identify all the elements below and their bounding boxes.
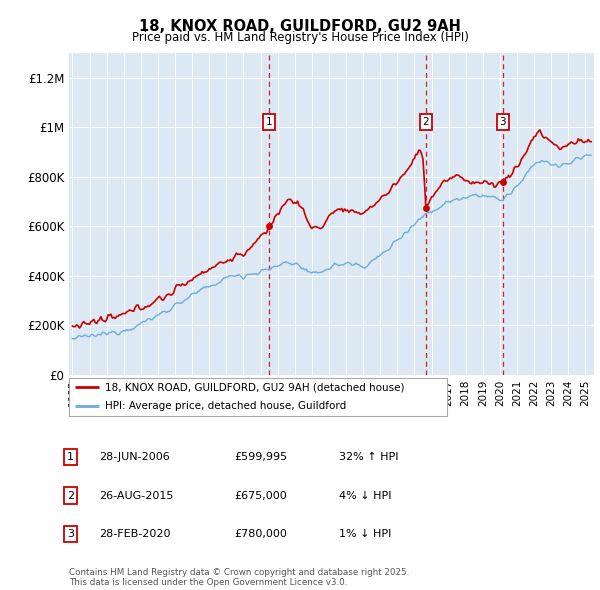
Text: 26-AUG-2015: 26-AUG-2015 — [99, 491, 173, 500]
Text: 18, KNOX ROAD, GUILDFORD, GU2 9AH: 18, KNOX ROAD, GUILDFORD, GU2 9AH — [139, 19, 461, 34]
Text: 4% ↓ HPI: 4% ↓ HPI — [339, 491, 391, 500]
Text: 1% ↓ HPI: 1% ↓ HPI — [339, 529, 391, 539]
Text: 18, KNOX ROAD, GUILDFORD, GU2 9AH (detached house): 18, KNOX ROAD, GUILDFORD, GU2 9AH (detac… — [105, 382, 404, 392]
Text: Contains HM Land Registry data © Crown copyright and database right 2025.
This d: Contains HM Land Registry data © Crown c… — [69, 568, 409, 587]
Text: 2: 2 — [67, 491, 74, 500]
Text: 28-FEB-2020: 28-FEB-2020 — [99, 529, 170, 539]
Text: 1: 1 — [266, 117, 272, 127]
Text: Price paid vs. HM Land Registry's House Price Index (HPI): Price paid vs. HM Land Registry's House … — [131, 31, 469, 44]
Text: HPI: Average price, detached house, Guildford: HPI: Average price, detached house, Guil… — [105, 401, 346, 411]
Text: £599,995: £599,995 — [234, 453, 287, 462]
Text: 3: 3 — [67, 529, 74, 539]
Text: £675,000: £675,000 — [234, 491, 287, 500]
Text: 1: 1 — [67, 453, 74, 462]
Text: 2: 2 — [422, 117, 429, 127]
Text: £780,000: £780,000 — [234, 529, 287, 539]
Text: 28-JUN-2006: 28-JUN-2006 — [99, 453, 170, 462]
Text: 3: 3 — [500, 117, 506, 127]
Text: 32% ↑ HPI: 32% ↑ HPI — [339, 453, 398, 462]
